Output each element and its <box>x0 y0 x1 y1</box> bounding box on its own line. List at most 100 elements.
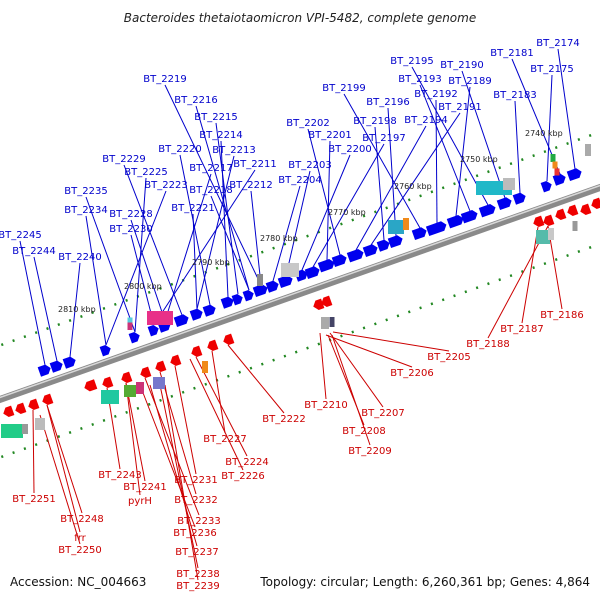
plus-strand-gene[interactable] <box>128 331 142 344</box>
gene-label-plus[interactable]: BT_2216 <box>174 95 217 106</box>
plus-strand-gene[interactable] <box>37 363 53 377</box>
plus-strand-gene[interactable] <box>202 303 218 317</box>
gene-label-minus[interactable]: BT_2231 <box>174 475 217 486</box>
gene-label-minus[interactable]: BT_2224 <box>225 457 268 468</box>
gene-label-plus[interactable]: BT_2195 <box>390 56 433 67</box>
plus-strand-gene[interactable] <box>331 253 349 268</box>
gene-label-plus[interactable]: BT_2192 <box>414 89 457 100</box>
gene-label-plus[interactable]: BT_2196 <box>366 97 409 108</box>
plus-strand-gene[interactable] <box>446 214 465 229</box>
plus-strand-gene[interactable] <box>173 313 191 328</box>
minus-strand-gene[interactable] <box>2 405 15 419</box>
gene-label-plus[interactable]: BT_2221 <box>171 203 214 214</box>
teal-feature-block[interactable] <box>536 230 550 244</box>
gene-label-minus[interactable]: BT_2233 <box>177 516 220 527</box>
minus-strand-gene[interactable] <box>41 393 54 407</box>
minus-strand-gene[interactable] <box>542 214 555 228</box>
minus-strand-gene[interactable] <box>206 339 219 353</box>
gene-label-plus[interactable]: BT_2217 <box>189 163 232 174</box>
gene-label-plus[interactable]: BT_2200 <box>328 144 371 155</box>
plus-strand-gene[interactable] <box>304 265 322 280</box>
teal-feature-block[interactable] <box>388 220 404 234</box>
minus-strand-gene[interactable] <box>222 333 235 347</box>
minus-strand-gene[interactable] <box>14 402 27 416</box>
gene-label-minus[interactable]: BT_2222 <box>262 414 305 425</box>
gene-label-minus[interactable]: BT_2250 <box>58 545 101 556</box>
grey-feature-block[interactable] <box>35 418 45 430</box>
grey-feature-block[interactable] <box>281 263 299 277</box>
gene-label-plus[interactable]: BT_2215 <box>194 112 237 123</box>
minus-strand-gene[interactable] <box>190 345 203 359</box>
plus-strand-gene[interactable] <box>362 243 380 258</box>
magenta-feature-block[interactable] <box>127 320 133 330</box>
gene-label-minus[interactable]: BT_2248 <box>60 514 103 525</box>
orange-feature-block[interactable] <box>202 361 208 373</box>
minus-strand-gene[interactable] <box>169 354 182 368</box>
gene-label-plus[interactable]: BT_2199 <box>322 83 365 94</box>
gene-label-plus[interactable]: BT_2245 <box>0 230 42 241</box>
gene-label-minus[interactable]: BT_2243 <box>98 470 141 481</box>
gene-label-plus[interactable]: BT_2211 <box>233 159 276 170</box>
plus-strand-gene[interactable] <box>231 293 245 306</box>
minus-strand-gene[interactable] <box>101 376 114 390</box>
plus-strand-gene[interactable] <box>49 359 65 373</box>
minus-strand-gene[interactable] <box>579 203 592 217</box>
gene-label-plus[interactable]: BT_2214 <box>199 130 242 141</box>
cyan-feature-block[interactable] <box>127 317 133 323</box>
gene-label-minus[interactable]: BT_2188 <box>466 339 509 350</box>
plus-strand-gene[interactable] <box>387 234 405 249</box>
plus-strand-gene[interactable] <box>62 355 78 369</box>
gene-label-minus[interactable]: BT_2187 <box>500 324 543 335</box>
gene-label-plus[interactable]: BT_2228 <box>109 209 152 220</box>
gene-label-minus[interactable]: BT_2237 <box>175 547 218 558</box>
gene-label-minus[interactable]: BT_2209 <box>348 446 391 457</box>
gene-label-plus[interactable]: BT_2201 <box>308 130 351 141</box>
plus-strand-gene[interactable] <box>189 307 205 321</box>
gene-label-plus[interactable]: BT_2194 <box>404 115 447 126</box>
gene-label-minus[interactable]: frr <box>74 533 86 544</box>
gene-label-plus[interactable]: BT_2230 <box>109 224 152 235</box>
minus-strand-gene[interactable] <box>83 379 98 392</box>
gene-label-plus[interactable]: BT_2193 <box>398 74 441 85</box>
magenta-feature-block[interactable] <box>147 311 173 325</box>
gene-label-plus[interactable]: BT_2223 <box>144 180 187 191</box>
gene-label-plus[interactable]: BT_2220 <box>158 144 201 155</box>
minus-strand-gene[interactable] <box>320 295 333 309</box>
gene-label-plus[interactable]: BT_2204 <box>278 175 321 186</box>
gene-label-plus[interactable]: BT_2234 <box>64 205 107 216</box>
gene-label-plus[interactable]: BT_2190 <box>440 60 483 71</box>
gene-label-minus[interactable]: BT_2238 <box>176 569 219 580</box>
plus-strand-gene[interactable] <box>460 209 479 224</box>
magenta-feature-block[interactable] <box>136 382 144 394</box>
gene-label-plus[interactable]: BT_2198 <box>353 116 396 127</box>
plus-strand-gene[interactable] <box>425 220 448 237</box>
gene-label-minus[interactable]: BT_2241 <box>123 482 166 493</box>
minus-strand-gene[interactable] <box>154 360 167 374</box>
gene-label-minus[interactable]: BT_2205 <box>427 352 470 363</box>
plus-strand-gene[interactable] <box>376 238 392 252</box>
gene-label-plus[interactable]: BT_2213 <box>212 145 255 156</box>
gene-label-minus[interactable]: BT_2207 <box>361 408 404 419</box>
gene-label-plus[interactable]: BT_2235 <box>64 186 107 197</box>
gene-label-plus[interactable]: BT_2191 <box>438 102 481 113</box>
purple-feature-block[interactable] <box>153 377 165 389</box>
gene-label-minus[interactable]: BT_2210 <box>304 400 347 411</box>
gene-label-plus[interactable]: BT_2197 <box>362 133 405 144</box>
minus-strand-gene[interactable] <box>139 366 152 380</box>
minus-strand-gene[interactable] <box>566 204 579 218</box>
gene-label-plus[interactable]: BT_2218 <box>189 185 232 196</box>
gene-label-plus[interactable]: BT_2181 <box>490 48 533 59</box>
plus-strand-gene[interactable] <box>252 283 270 298</box>
gene-label-plus[interactable]: BT_2174 <box>536 38 579 49</box>
plus-strand-gene[interactable] <box>265 279 281 293</box>
plus-strand-gene[interactable] <box>242 289 256 302</box>
grey-feature-block[interactable] <box>572 221 578 231</box>
teal-feature-block[interactable] <box>1 424 23 438</box>
gene-label-plus[interactable]: BT_2202 <box>286 118 329 129</box>
teal-feature-block[interactable] <box>101 390 119 404</box>
plus-strand-gene[interactable] <box>99 344 113 357</box>
plus-strand-gene[interactable] <box>496 196 514 211</box>
plus-strand-gene[interactable] <box>147 324 161 337</box>
gene-label-plus[interactable]: BT_2189 <box>448 76 491 87</box>
green-feature-block[interactable] <box>124 385 136 397</box>
